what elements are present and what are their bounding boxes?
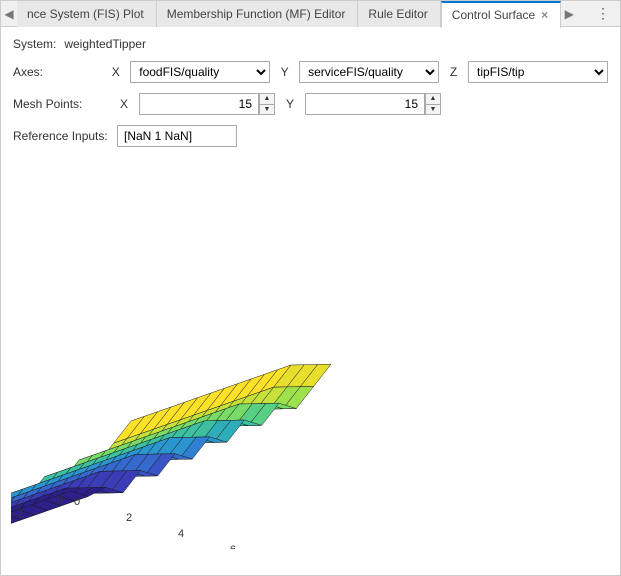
spinner-up-icon[interactable]: ▲ [260,94,274,105]
axis-z-label: Z [447,65,460,79]
tab-label: Membership Function (MF) Editor [167,7,346,21]
axis-x-label: X [109,65,122,79]
axes-label: Axes: [13,65,101,79]
system-value: weightedTipper [64,37,146,51]
mesh-y-input[interactable] [305,93,425,115]
ref-input[interactable] [117,125,237,147]
control-panel: System: weightedTipper Axes: X foodFIS/q… [1,27,620,161]
tab-strip: ◀ nce System (FIS) Plot Membership Funct… [1,1,620,27]
mesh-x-label: X [117,97,131,111]
axis-y-label: Y [278,65,291,79]
mesh-x-spinner[interactable]: ▲▼ [259,93,275,115]
tab-label: Control Surface [452,8,535,22]
tab-mf-editor[interactable]: Membership Function (MF) Editor [157,1,359,27]
svg-text:6: 6 [229,544,235,549]
tab-rule-editor[interactable]: Rule Editor [358,1,440,27]
tab-scroll-right[interactable]: ▶ [561,2,577,26]
svg-text:2: 2 [16,508,22,520]
tab-control-surface[interactable]: Control Surface × [441,1,561,28]
system-label: System: [13,37,56,51]
ref-label: Reference Inputs: [13,129,109,143]
tab-label: nce System (FIS) Plot [27,7,144,21]
axis-y-select[interactable]: serviceFIS/quality [299,61,439,83]
svg-text:4: 4 [177,528,183,540]
svg-text:0: 0 [73,496,79,508]
tab-scroll-left[interactable]: ◀ [1,2,17,26]
svg-text:2: 2 [125,512,131,524]
tab-label: Rule Editor [368,7,427,21]
kebab-menu-icon[interactable]: ⋮ [586,5,620,22]
mesh-y-spinner[interactable]: ▲▼ [425,93,441,115]
mesh-y-label: Y [283,97,297,111]
mesh-label: Mesh Points: [13,97,109,111]
tab-fis-plot[interactable]: nce System (FIS) Plot [17,1,157,27]
spinner-down-icon[interactable]: ▼ [426,105,440,115]
spinner-down-icon[interactable]: ▼ [260,105,274,115]
axis-z-select[interactable]: tipFIS/tip [468,61,608,83]
close-icon[interactable]: × [541,8,548,22]
spinner-up-icon[interactable]: ▲ [426,94,440,105]
axis-x-select[interactable]: foodFIS/quality [130,61,270,83]
svg-text:0: 0 [56,494,62,506]
surface-plot: 510152025tipFIS/tip0246810foodFIS/qualit… [11,161,611,549]
mesh-x-input[interactable] [139,93,259,115]
